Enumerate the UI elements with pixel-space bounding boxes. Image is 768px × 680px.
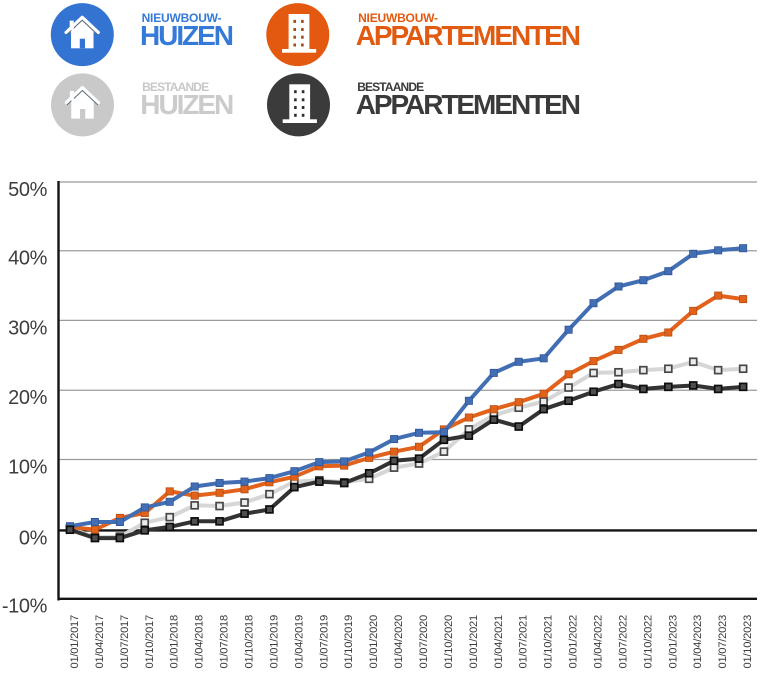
svg-text:01/01/2022: 01/01/2022 (568, 615, 580, 669)
svg-text:01/04/2021: 01/04/2021 (493, 615, 505, 669)
svg-text:01/07/2019: 01/07/2019 (318, 615, 330, 669)
svg-text:50%: 50% (8, 179, 47, 201)
svg-text:01/01/2018: 01/01/2018 (169, 615, 181, 669)
svg-text:40%: 40% (8, 248, 47, 270)
svg-text:01/07/2023: 01/07/2023 (717, 615, 729, 669)
svg-text:01/01/2017: 01/01/2017 (69, 615, 81, 669)
svg-text:01/07/2017: 01/07/2017 (119, 615, 131, 669)
svg-text:30%: 30% (8, 317, 47, 339)
svg-text:01/07/2021: 01/07/2021 (518, 615, 530, 669)
svg-text:20%: 20% (8, 387, 47, 409)
svg-text:01/10/2023: 01/10/2023 (742, 615, 754, 669)
svg-text:01/07/2018: 01/07/2018 (219, 615, 231, 669)
svg-text:01/10/2020: 01/10/2020 (443, 615, 455, 669)
svg-text:01/04/2022: 01/04/2022 (593, 615, 605, 669)
svg-text:0%: 0% (19, 527, 48, 549)
svg-text:01/04/2017: 01/04/2017 (94, 615, 106, 669)
svg-text:01/04/2019: 01/04/2019 (293, 615, 305, 669)
svg-text:01/01/2020: 01/01/2020 (368, 615, 380, 669)
svg-text:01/04/2023: 01/04/2023 (692, 615, 704, 669)
svg-text:01/10/2018: 01/10/2018 (244, 615, 256, 669)
svg-text:01/07/2022: 01/07/2022 (618, 615, 630, 669)
svg-text:01/01/2021: 01/01/2021 (468, 615, 480, 669)
svg-text:10%: 10% (8, 456, 47, 478)
svg-text:01/10/2017: 01/10/2017 (144, 615, 156, 669)
svg-text:01/01/2023: 01/01/2023 (667, 615, 679, 669)
svg-text:01/07/2020: 01/07/2020 (418, 615, 430, 669)
svg-text:01/10/2022: 01/10/2022 (642, 615, 654, 669)
svg-text:01/04/2018: 01/04/2018 (194, 615, 206, 669)
svg-text:01/04/2020: 01/04/2020 (393, 615, 405, 669)
svg-text:-10%: -10% (2, 596, 48, 618)
svg-text:01/10/2021: 01/10/2021 (543, 615, 555, 669)
svg-text:01/01/2019: 01/01/2019 (268, 615, 280, 669)
svg-text:01/10/2019: 01/10/2019 (343, 615, 355, 669)
